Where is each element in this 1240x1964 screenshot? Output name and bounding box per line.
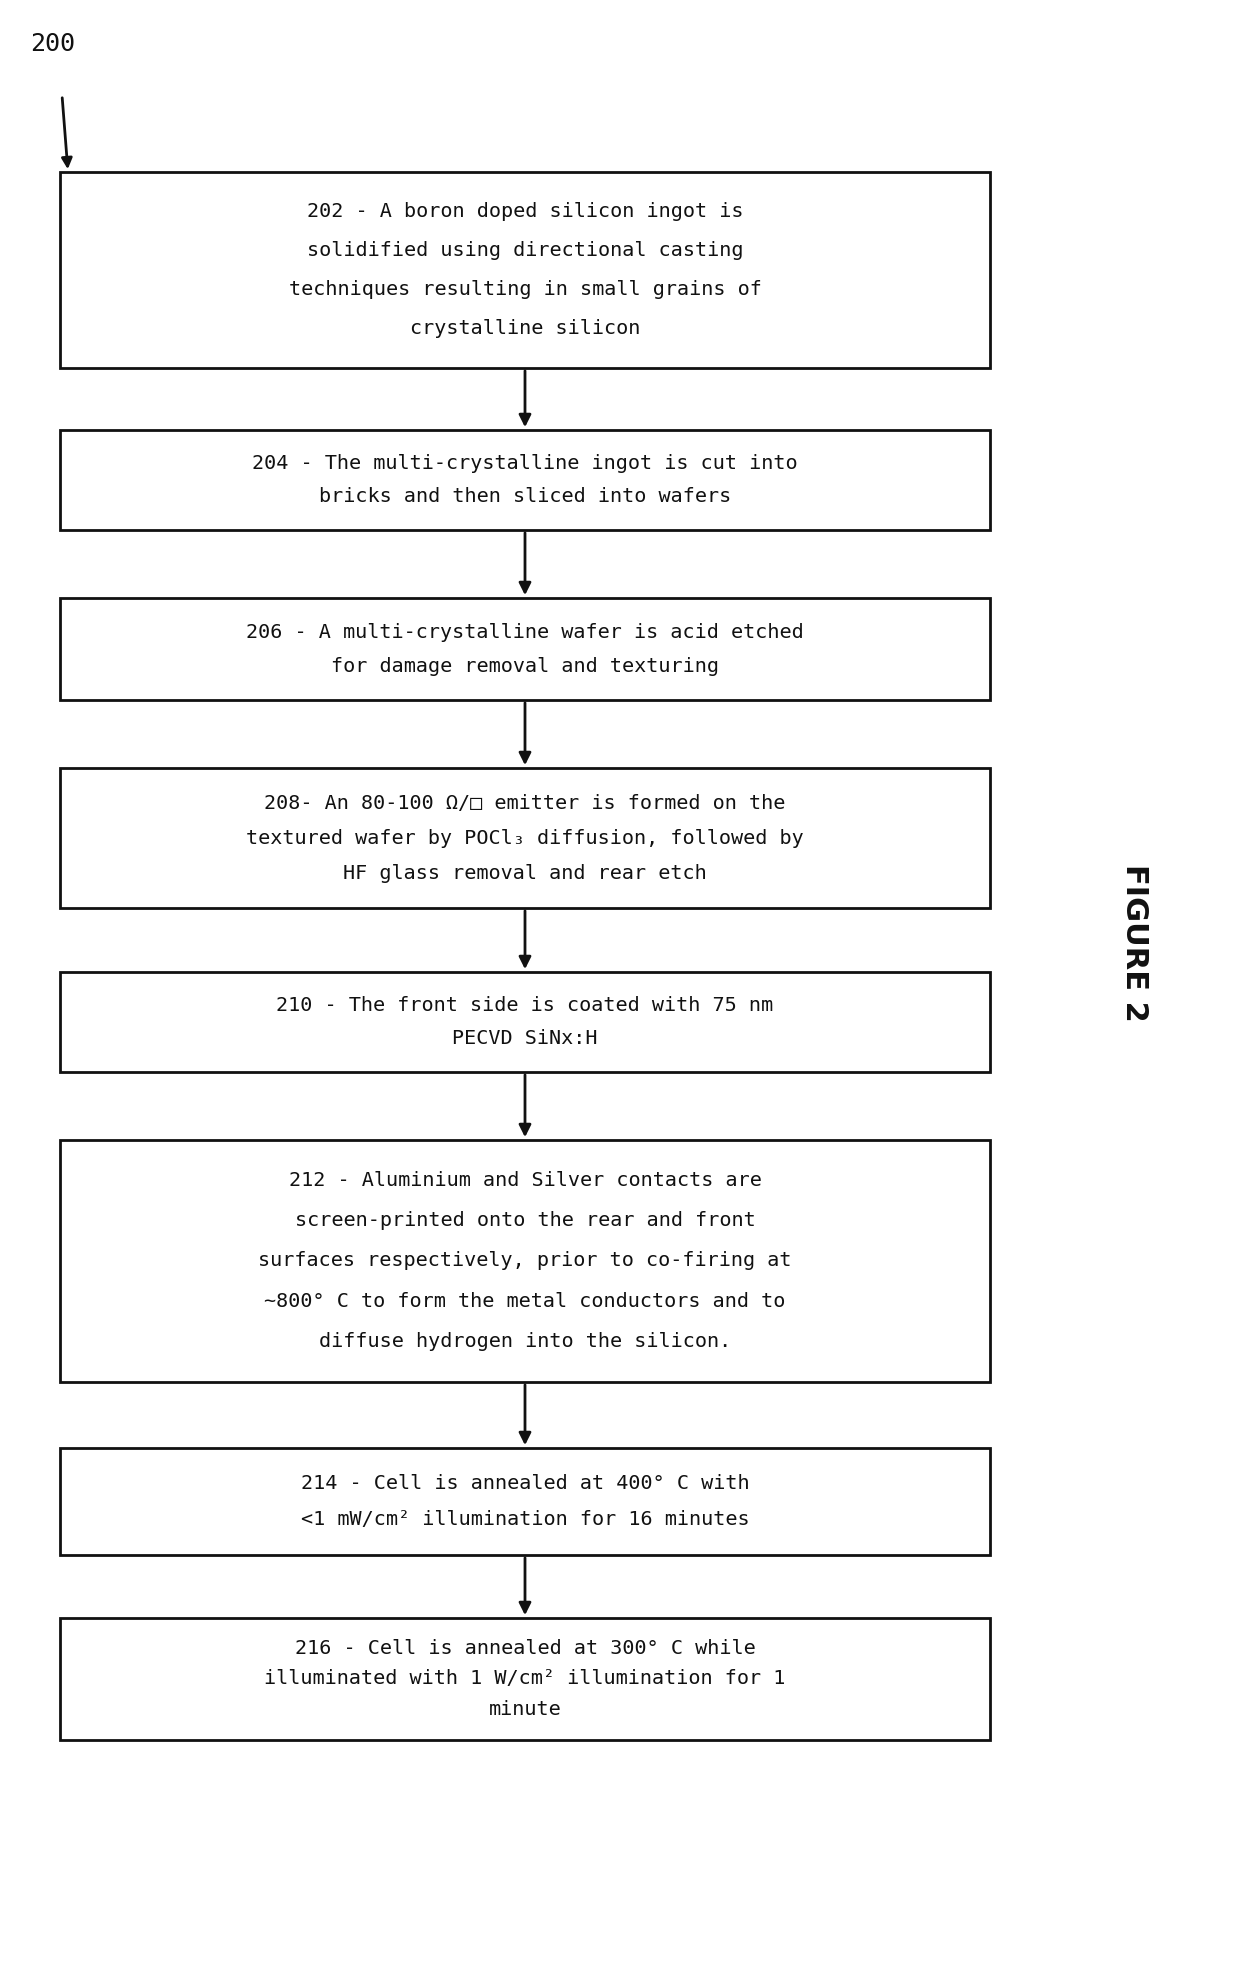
Bar (60, 972, 990, 1072)
Text: 210 - The front side is coated with 75 nm: 210 - The front side is coated with 75 n… (277, 996, 774, 1015)
Text: surfaces respectively, prior to co-firing at: surfaces respectively, prior to co-firin… (258, 1251, 792, 1271)
Text: <1 mW/cm² illumination for 16 minutes: <1 mW/cm² illumination for 16 minutes (300, 1510, 749, 1528)
Text: illuminated with 1 W/cm² illumination for 1: illuminated with 1 W/cm² illumination fo… (264, 1669, 786, 1689)
Text: 216 - Cell is annealed at 300° C while: 216 - Cell is annealed at 300° C while (295, 1640, 755, 1658)
Text: techniques resulting in small grains of: techniques resulting in small grains of (289, 281, 761, 299)
Bar (60, 173, 990, 367)
Text: screen-printed onto the rear and front: screen-printed onto the rear and front (295, 1212, 755, 1229)
Bar (60, 1447, 990, 1555)
Text: crystalline silicon: crystalline silicon (409, 320, 640, 338)
Text: 212 - Aluminium and Silver contacts are: 212 - Aluminium and Silver contacts are (289, 1171, 761, 1190)
Text: ~800° C to form the metal conductors and to: ~800° C to form the metal conductors and… (264, 1292, 786, 1310)
Text: 214 - Cell is annealed at 400° C with: 214 - Cell is annealed at 400° C with (300, 1475, 749, 1493)
Text: 206 - A multi-crystalline wafer is acid etched: 206 - A multi-crystalline wafer is acid … (246, 623, 804, 642)
Text: 200: 200 (30, 31, 74, 57)
Bar (60, 597, 990, 699)
Text: HF glass removal and rear etch: HF glass removal and rear etch (343, 864, 707, 882)
Text: solidified using directional casting: solidified using directional casting (306, 242, 743, 259)
Text: 204 - The multi-crystalline ingot is cut into: 204 - The multi-crystalline ingot is cut… (252, 454, 797, 473)
Text: for damage removal and texturing: for damage removal and texturing (331, 656, 719, 676)
Text: minute: minute (489, 1701, 562, 1718)
Text: bricks and then sliced into wafers: bricks and then sliced into wafers (319, 487, 732, 507)
Text: 202 - A boron doped silicon ingot is: 202 - A boron doped silicon ingot is (306, 202, 743, 220)
Text: 208- An 80-100 Ω/□ emitter is formed on the: 208- An 80-100 Ω/□ emitter is formed on … (264, 793, 786, 813)
Text: textured wafer by POCl₃ diffusion, followed by: textured wafer by POCl₃ diffusion, follo… (246, 829, 804, 848)
Bar (60, 1139, 990, 1383)
Bar (60, 1618, 990, 1740)
Bar (60, 430, 990, 530)
Text: FIGURE 2: FIGURE 2 (1120, 864, 1149, 1021)
Bar (60, 768, 990, 907)
Text: PECVD SiNx:H: PECVD SiNx:H (453, 1029, 598, 1049)
Text: diffuse hydrogen into the silicon.: diffuse hydrogen into the silicon. (319, 1332, 732, 1351)
